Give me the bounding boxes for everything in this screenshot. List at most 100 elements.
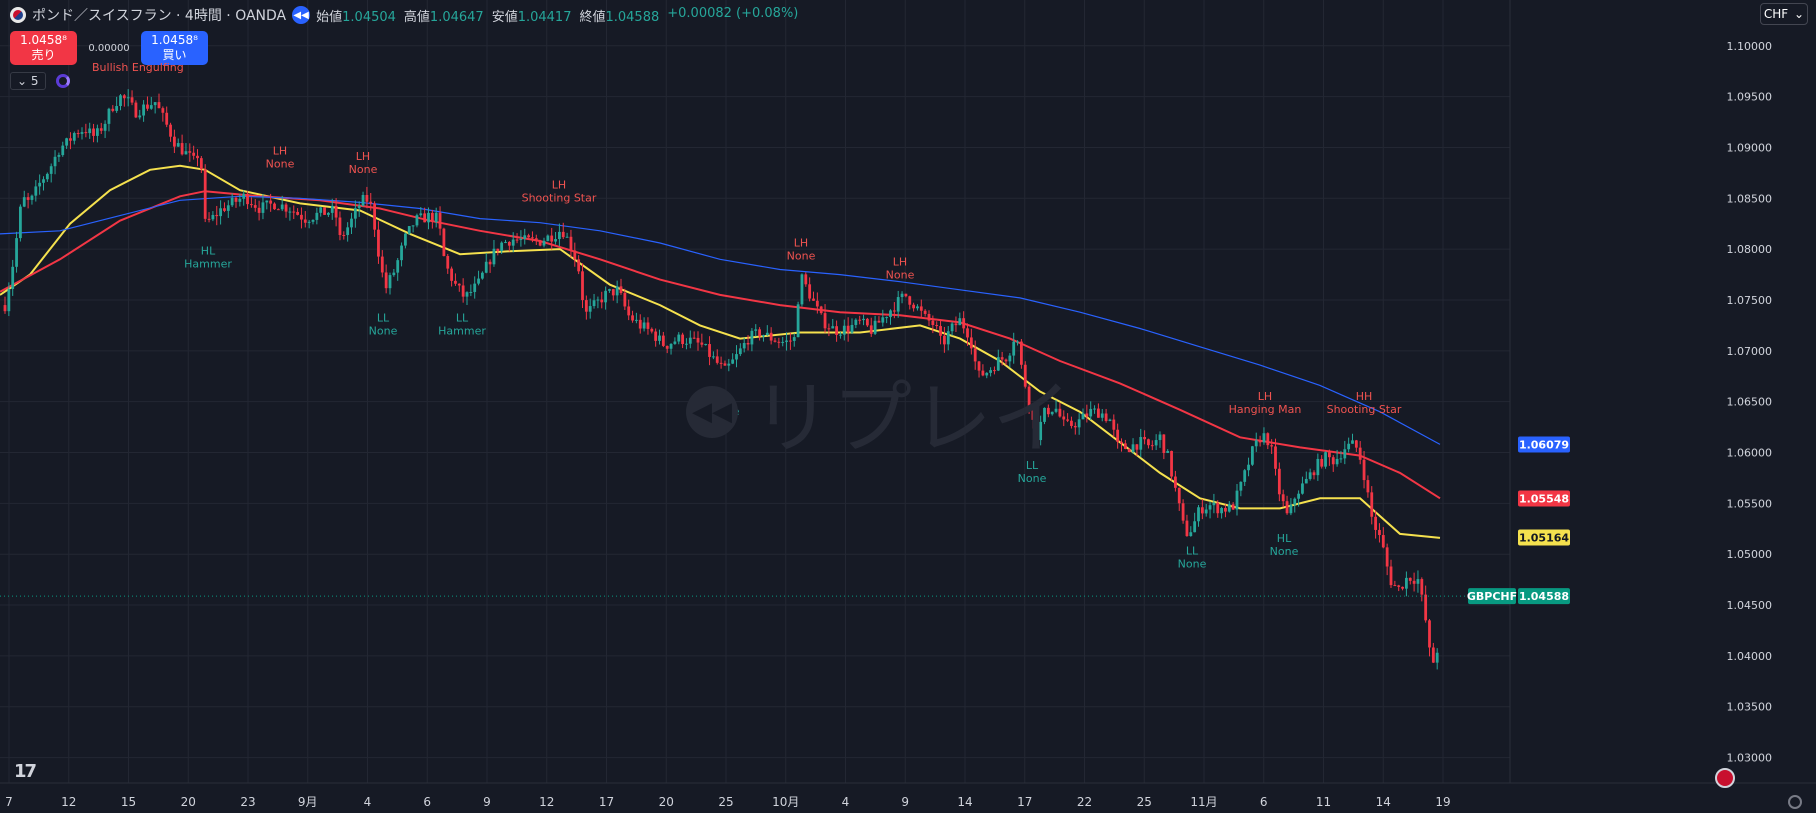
pattern-label-sub: Hanging Man (1229, 403, 1302, 416)
candle-body (1366, 480, 1370, 493)
indicator-toggle-button[interactable]: ⌄ 5 (10, 72, 46, 90)
candle-body (989, 370, 992, 373)
candle-body (735, 354, 738, 360)
candle-body (1251, 446, 1254, 465)
candle-body (584, 300, 588, 312)
x-tick-label: 15 (121, 795, 136, 809)
candle-body (346, 227, 350, 236)
candle-body (919, 306, 923, 311)
candle-body (369, 201, 373, 204)
candle-body (1308, 472, 1312, 479)
currency-selector[interactable]: CHF ⌄ (1760, 3, 1808, 25)
candle-body (912, 304, 915, 309)
uk-flag-icon[interactable] (1715, 768, 1735, 788)
candle-body (65, 138, 68, 146)
candle-body (1046, 407, 1050, 415)
price-tag (1518, 490, 1570, 507)
candle-body (993, 370, 996, 372)
candle-body (1347, 443, 1351, 450)
candle-body (207, 218, 211, 220)
candle-body (11, 266, 15, 290)
candle-body (15, 238, 18, 267)
candle-body (577, 259, 581, 272)
candle-body (1431, 647, 1435, 663)
candle-body (223, 208, 226, 211)
candle-body (473, 283, 477, 292)
candle-body (985, 372, 989, 376)
candle-body (99, 128, 103, 131)
y-tick-label: 1.05500 (1727, 497, 1773, 510)
x-tick-label: 9 (483, 795, 491, 809)
candle-body (1370, 492, 1374, 517)
candle-body (488, 261, 492, 265)
candle-body (534, 238, 538, 241)
candle-body (269, 200, 273, 204)
replay-icon[interactable]: ◀◀ (292, 6, 311, 24)
candle-body (284, 204, 288, 212)
x-tick-label: 4 (364, 795, 372, 809)
candle-body (1289, 504, 1293, 514)
candle-body (273, 203, 276, 210)
symbol-title[interactable]: ポンド／スイスフラン · 4時間 · OANDA (32, 8, 287, 24)
candle-body (57, 155, 61, 157)
candle-body (685, 343, 688, 345)
candle-body (658, 335, 661, 341)
price-tag-value: 1.04588 (1519, 590, 1569, 603)
candle-body (673, 341, 677, 344)
gear-icon[interactable] (1788, 795, 1802, 809)
candle-body (1008, 355, 1012, 362)
candle-body (1127, 448, 1131, 453)
candle-body (862, 318, 865, 321)
candle-body (708, 344, 711, 357)
candle-body (696, 337, 700, 343)
candle-body (1243, 470, 1247, 482)
candle-body (765, 332, 769, 336)
candle-body (869, 325, 873, 334)
y-tick-label: 1.09500 (1727, 91, 1773, 104)
candle-body (1131, 444, 1135, 453)
candle-body (669, 343, 673, 349)
candle-body (438, 212, 442, 229)
candle-body (1197, 507, 1200, 522)
candle-body (966, 328, 969, 338)
candle-body (1258, 440, 1262, 443)
candle-body (1389, 566, 1393, 586)
candle-body (904, 293, 908, 297)
x-tick-label: 22 (1077, 795, 1092, 809)
candle-body (981, 370, 985, 376)
candle-body (523, 235, 527, 239)
candle-body (1093, 408, 1096, 410)
candle-body (481, 272, 484, 279)
pattern-label: LH (356, 150, 370, 163)
y-tick-label: 1.09000 (1727, 141, 1773, 154)
pattern-label-sub: None (349, 163, 378, 176)
candle-body (758, 329, 761, 337)
candle-body (1100, 413, 1104, 418)
candle-body (627, 306, 631, 316)
candle-body (153, 102, 157, 106)
candle-body (492, 248, 496, 265)
candle-body (334, 205, 338, 218)
pattern-label: LL (377, 312, 390, 325)
candle-body (388, 275, 392, 289)
x-tick-label: 14 (957, 795, 972, 809)
candle-body (1185, 520, 1189, 537)
candle-body (1416, 579, 1420, 584)
candle-body (1354, 440, 1358, 448)
candle-body (1281, 494, 1285, 502)
candle-body (126, 97, 130, 99)
candle-body (1224, 507, 1227, 512)
sell-button[interactable]: 1.0458⁸ 売り (10, 31, 77, 65)
candle-body (188, 151, 192, 153)
candle-body (115, 106, 119, 111)
candle-body (1381, 535, 1385, 548)
buy-button[interactable]: 1.0458⁸ 買い (141, 31, 208, 65)
candle-body (338, 217, 342, 236)
y-tick-label: 1.07500 (1727, 294, 1773, 307)
candle-body (173, 136, 176, 147)
candle-body (1097, 408, 1100, 418)
tradingview-logo-icon[interactable]: 17 (14, 761, 37, 782)
candle-body (754, 329, 758, 331)
candle-body (527, 235, 530, 238)
